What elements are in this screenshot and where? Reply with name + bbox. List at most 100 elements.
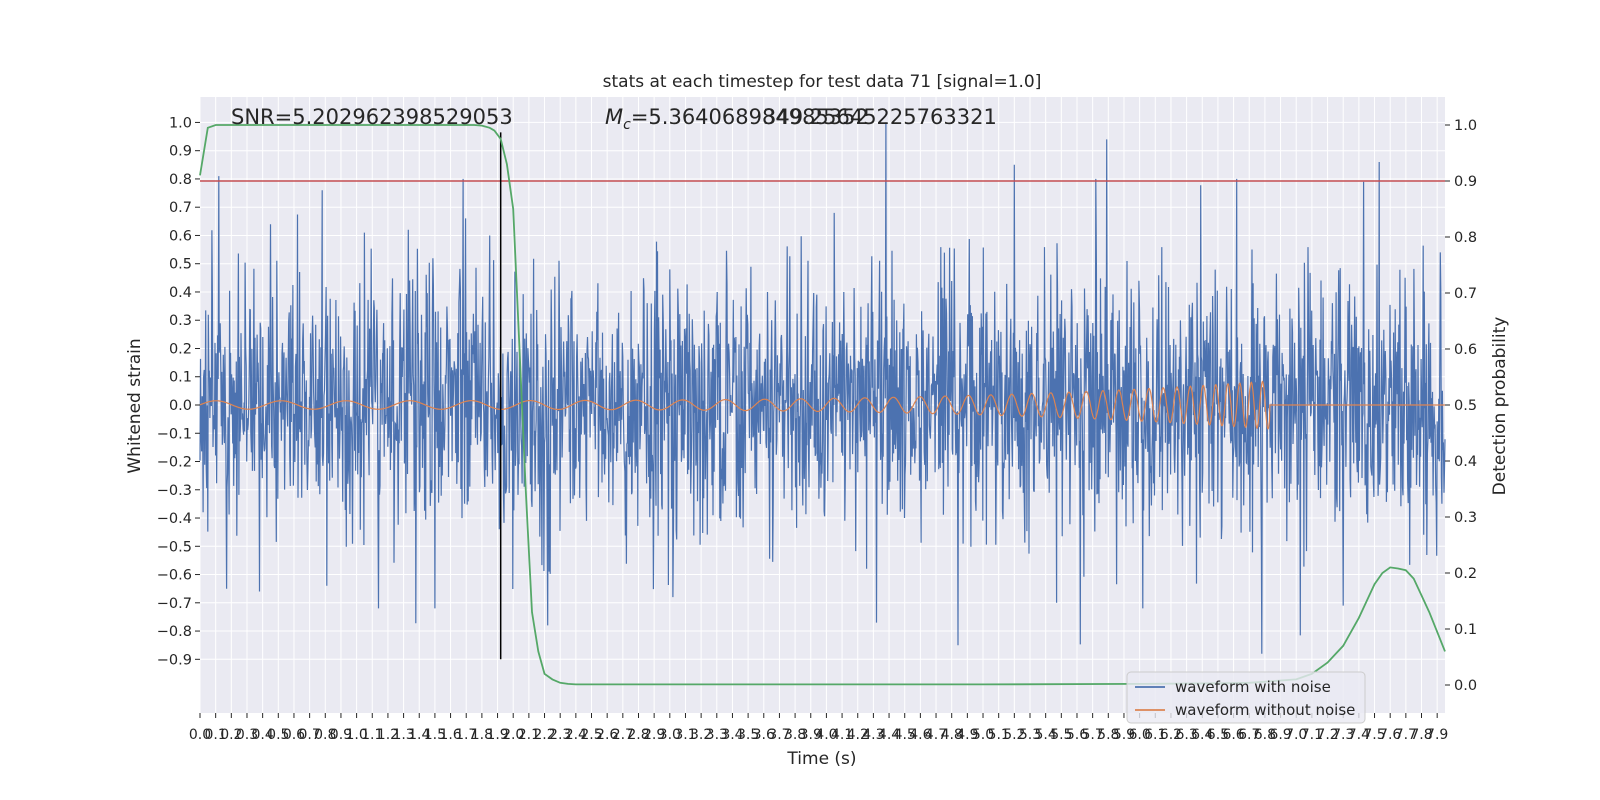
x-tick-label: 7.7 [1395,727,1417,743]
x-tick-label: 0.2 [220,727,242,743]
y-tick-label: 0.5 [169,257,192,273]
x-tick-label: 3.7 [768,727,790,743]
x-tick-label: 3.9 [800,727,822,743]
x-tick-label: 2.2 [533,727,555,743]
x-tick-label: 7.3 [1332,727,1354,743]
x-tick-label: 4.6 [909,727,931,743]
y2-axis-label: Detection probability [1490,317,1510,496]
x-tick-label: 1.2 [377,727,399,743]
x-tick-label: 0.9 [330,727,352,743]
x-tick-label: 4.2 [847,727,869,743]
detection-probability-line [199,124,1446,686]
series-detection-probability [199,124,1446,686]
x-tick-label: 2.5 [580,727,602,743]
series-waveform-without-noise [199,380,1445,430]
x-tick-label: 1.5 [424,727,446,743]
x-axis-label: Time (s) [786,749,856,769]
chirp-mass-value: =5.364068984985352 [631,105,869,129]
axes: −0.9−0.8−0.7−0.6−0.5−0.4−0.3−0.2−0.10.00… [157,115,1477,743]
x-tick-label: 4.0 [815,727,837,743]
x-tick-label: 0.1 [205,727,227,743]
y2-tick-label: 0.0 [1454,678,1477,694]
y-tick-label: 0.3 [169,313,192,329]
y-tick-label: 0.8 [169,172,192,188]
legend-label: waveform without noise [1175,701,1355,719]
x-tick-label: 1.8 [471,727,493,743]
y-tick-label: −0.7 [157,596,192,612]
chart-title: stats at each timestep for test data 71 … [603,72,1042,92]
x-tick-label: 4.4 [878,727,900,743]
y-tick-label: 0.1 [169,370,192,386]
y-tick-label: −0.9 [157,652,192,668]
x-tick-label: 7.8 [1410,727,1432,743]
y-tick-label: −0.4 [157,511,192,527]
x-tick-label: 0.4 [252,727,274,743]
y-tick-label: 0.9 [169,144,192,160]
x-tick-label: 2.1 [518,727,540,743]
x-tick-label: 0.6 [283,727,305,743]
x-tick-label: 4.1 [831,727,853,743]
x-tick-label: 4.9 [956,727,978,743]
x-tick-label: 0.7 [298,727,320,743]
x-tick-label: 6.0 [1128,727,1150,743]
legend-label: waveform with noise [1175,678,1331,696]
y-tick-label: 0.0 [169,398,192,414]
snr-annotation: SNR=5.202962398529053 [231,105,513,129]
x-tick-label: 3.1 [674,727,696,743]
x-tick-label: 5.2 [1003,727,1025,743]
x-tick-label: 1.4 [408,727,430,743]
x-tick-label: 5.9 [1113,727,1135,743]
x-tick-label: 3.3 [706,727,728,743]
x-tick-label: 2.6 [596,727,618,743]
x-tick-label: 5.3 [1019,727,1041,743]
series-waveform-with-noise [199,122,1446,654]
x-tick-label: 5.6 [1066,727,1088,743]
x-tick-label: 4.5 [894,727,916,743]
x-tick-label: 0.0 [189,727,211,743]
y2-tick-label: 0.8 [1454,230,1477,246]
waveform-with-noise-line [199,122,1446,654]
y2-tick-label: 0.9 [1454,174,1477,190]
x-tick-label: 5.0 [972,727,994,743]
x-tick-label: 1.7 [455,727,477,743]
x-tick-label: 6.3 [1175,727,1197,743]
x-tick-label: 0.3 [236,727,258,743]
x-tick-label: 7.4 [1348,727,1370,743]
x-tick-label: 6.6 [1222,727,1244,743]
x-tick-label: 2.8 [627,727,649,743]
x-tick-label: 4.7 [925,727,947,743]
x-tick-label: 6.2 [1160,727,1182,743]
y2-tick-label: 0.6 [1454,342,1477,358]
y2-tick-label: 0.1 [1454,622,1477,638]
x-tick-label: 6.5 [1207,727,1229,743]
legend-box [1126,671,1366,724]
x-tick-label: 7.2 [1316,727,1338,743]
overlap-annotation: 349.25645225763321 [763,105,997,129]
x-tick-label: 3.0 [659,727,681,743]
x-tick-label: 5.8 [1097,727,1119,743]
x-tick-label: 1.6 [439,727,461,743]
y2-tick-label: 0.4 [1454,454,1477,470]
x-tick-label: 2.3 [549,727,571,743]
y-tick-label: −0.5 [157,539,192,555]
y2-tick-label: 0.7 [1454,286,1477,302]
x-tick-label: 4.3 [862,727,884,743]
y2-tick-label: 1.0 [1454,118,1477,134]
y-tick-label: −0.6 [157,568,192,584]
x-tick-label: 1.9 [486,727,508,743]
x-tick-label: 2.7 [612,727,634,743]
x-tick-label: 6.9 [1269,727,1291,743]
x-tick-label: 3.5 [737,727,759,743]
x-tick-label: 7.5 [1363,727,1385,743]
x-tick-label: 7.1 [1301,727,1323,743]
x-tick-label: 0.8 [314,727,336,743]
x-tick-label: 3.2 [690,727,712,743]
x-tick-label: 6.4 [1191,727,1213,743]
y2-tick-label: 0.2 [1454,566,1477,582]
y-tick-label: 0.2 [169,341,192,357]
y-tick-label: −0.2 [157,455,192,471]
y-axis-label: Whitened strain [125,338,145,473]
x-tick-label: 3.8 [784,727,806,743]
y-tick-label: −0.8 [157,624,192,640]
